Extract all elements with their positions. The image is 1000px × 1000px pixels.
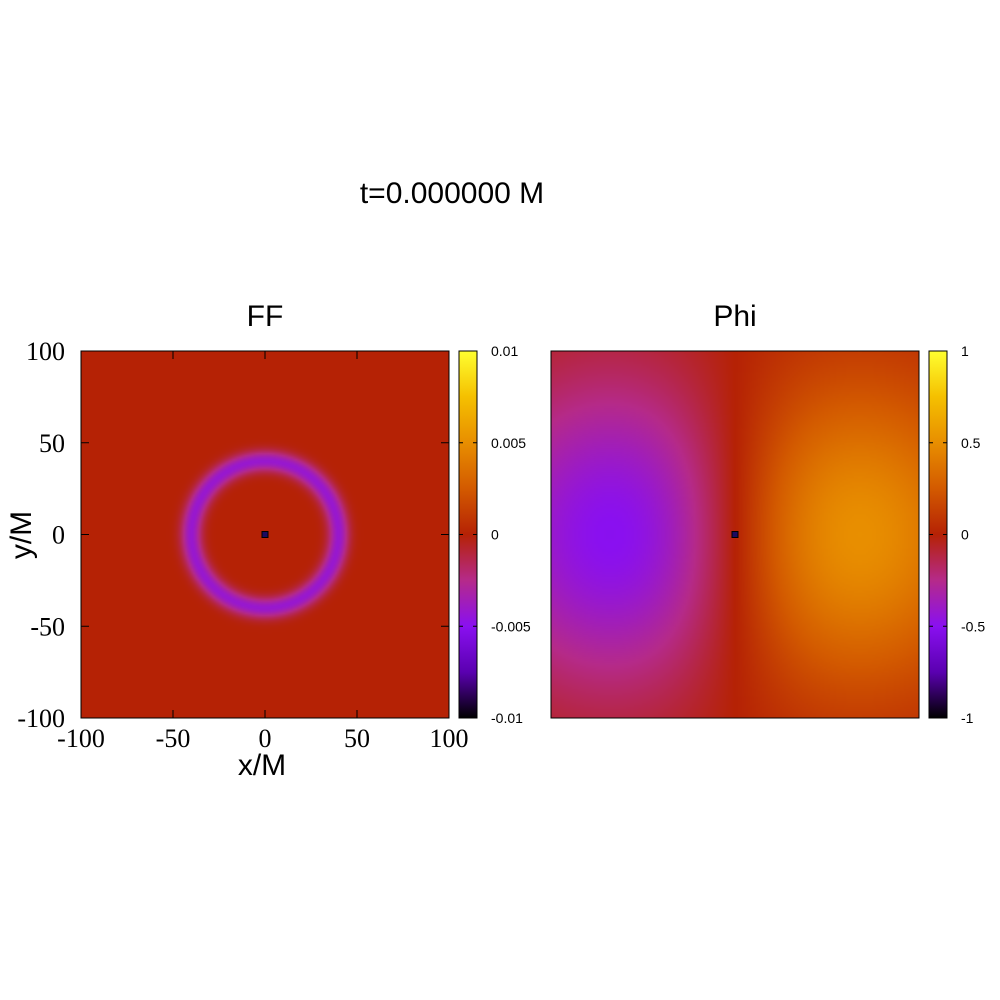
colorbar-tick-label: 0.005 [491, 435, 526, 451]
ff-x-axis-label: x/M [238, 749, 286, 782]
colorbar-tick-label: -0.5 [961, 618, 985, 634]
colorbar-tick-label: 0 [961, 527, 969, 543]
y-tick-label: -100 [17, 704, 65, 733]
figure-title: t=0.000000 M [360, 177, 544, 210]
ff-colorbar-ticks: 0.01 0.005 0 -0.005 -0.01 [459, 343, 531, 726]
y-tick-label: 100 [26, 337, 65, 366]
phi-panel-title: Phi [713, 300, 756, 333]
x-tick-label: -100 [57, 724, 105, 753]
phi-center-marker [731, 531, 739, 538]
x-tick-label: 50 [344, 724, 370, 753]
x-tick-label: 100 [430, 724, 469, 753]
colorbar-tick-label: -0.005 [491, 618, 531, 634]
phi-colorbar-ticks: 1 0.5 0 -0.5 -1 [929, 343, 985, 726]
colorbar-tick-label: -1 [961, 710, 974, 726]
ff-colorbar [459, 351, 477, 718]
y-tick-label: 50 [39, 429, 65, 458]
ff-panel: FF -100 -50 0 50 100 -100 -50 0 50 100 x/M y/M 0.… [5, 300, 531, 782]
ff-center-marker [261, 531, 269, 538]
colorbar-tick-label: -0.01 [491, 710, 523, 726]
ff-panel-title: FF [247, 300, 284, 333]
colorbar-tick-label: 0 [491, 527, 499, 543]
phi-colorbar [929, 351, 947, 718]
phi-plot-frame [550, 350, 920, 719]
colorbar-tick-label: 1 [961, 343, 969, 359]
y-tick-label: -50 [30, 612, 65, 641]
ff-tick-labels: -100 -50 0 50 100 -100 -50 0 50 100 [17, 337, 468, 753]
x-tick-label: 0 [259, 724, 272, 753]
colorbar-tick-label: 0.01 [491, 343, 518, 359]
colorbar-tick-label: 0.5 [961, 435, 981, 451]
ff-axis-ticks [80, 350, 450, 719]
phi-panel: Phi 1 0.5 0 -0.5 -1 [550, 300, 985, 726]
ff-y-axis-label: y/M [5, 511, 38, 559]
x-tick-label: -50 [156, 724, 191, 753]
y-tick-label: 0 [52, 521, 65, 550]
